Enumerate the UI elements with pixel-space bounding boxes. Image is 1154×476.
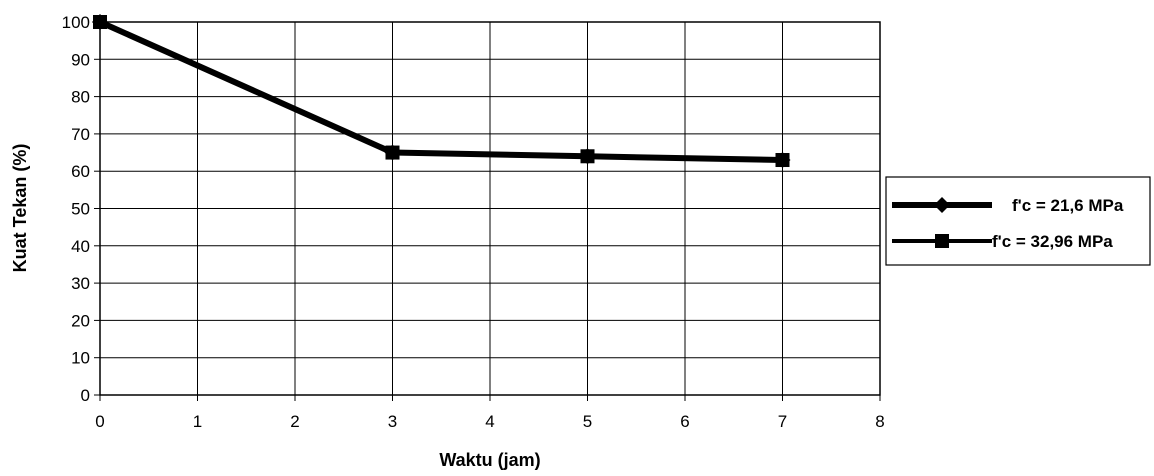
legend-item: f'c = 21,6 MPa [892,196,1124,215]
legend-marker-diamond [934,197,950,213]
x-tick-label: 8 [875,412,884,431]
y-axis-ticks: 0 10 20 30 40 50 60 70 80 90 100 [62,13,100,405]
y-tick-label: 100 [62,13,90,32]
data-point-square [93,15,107,29]
x-tick-label: 1 [193,412,202,431]
x-tick-label: 0 [95,412,104,431]
y-tick-label: 40 [71,237,90,256]
legend-box [885,176,1151,266]
series-line [99,20,783,163]
y-tick-label: 70 [71,125,90,144]
y-tick-label: 60 [71,162,90,181]
data-point-square [385,145,400,160]
y-tick-label: 20 [71,311,90,330]
x-tick-label: 5 [583,412,592,431]
gridlines [100,22,880,395]
y-tick-label: 30 [71,274,90,293]
x-tick-label: 7 [778,412,787,431]
y-axis-title: Kuat Tekan (%) [10,144,30,273]
legend-item: f'c = 32,96 MPa [892,232,1113,251]
y-tick-label: 80 [71,88,90,107]
legend-label: f'c = 21,6 MPa [1012,196,1124,215]
x-tick-label: 2 [290,412,299,431]
y-tick-label: 50 [71,200,90,219]
x-tick-label: 3 [388,412,397,431]
x-axis-title: Waktu (jam) [439,450,540,470]
x-tick-label: 6 [680,412,689,431]
data-point-square [775,153,790,168]
y-tick-label: 0 [81,386,90,405]
legend: f'c = 21,6 MPa f'c = 32,96 MPa [885,176,1151,266]
legend-marker-square [935,234,949,248]
legend-label: f'c = 32,96 MPa [992,232,1113,251]
series-layer [92,14,791,169]
series-2 [93,15,790,168]
x-axis-ticks: 0 1 2 3 4 5 6 7 8 [95,395,885,431]
y-tick-label: 10 [71,349,90,368]
y-tick-label: 90 [71,50,90,69]
x-tick-label: 4 [485,412,494,431]
data-point-square [580,149,595,164]
